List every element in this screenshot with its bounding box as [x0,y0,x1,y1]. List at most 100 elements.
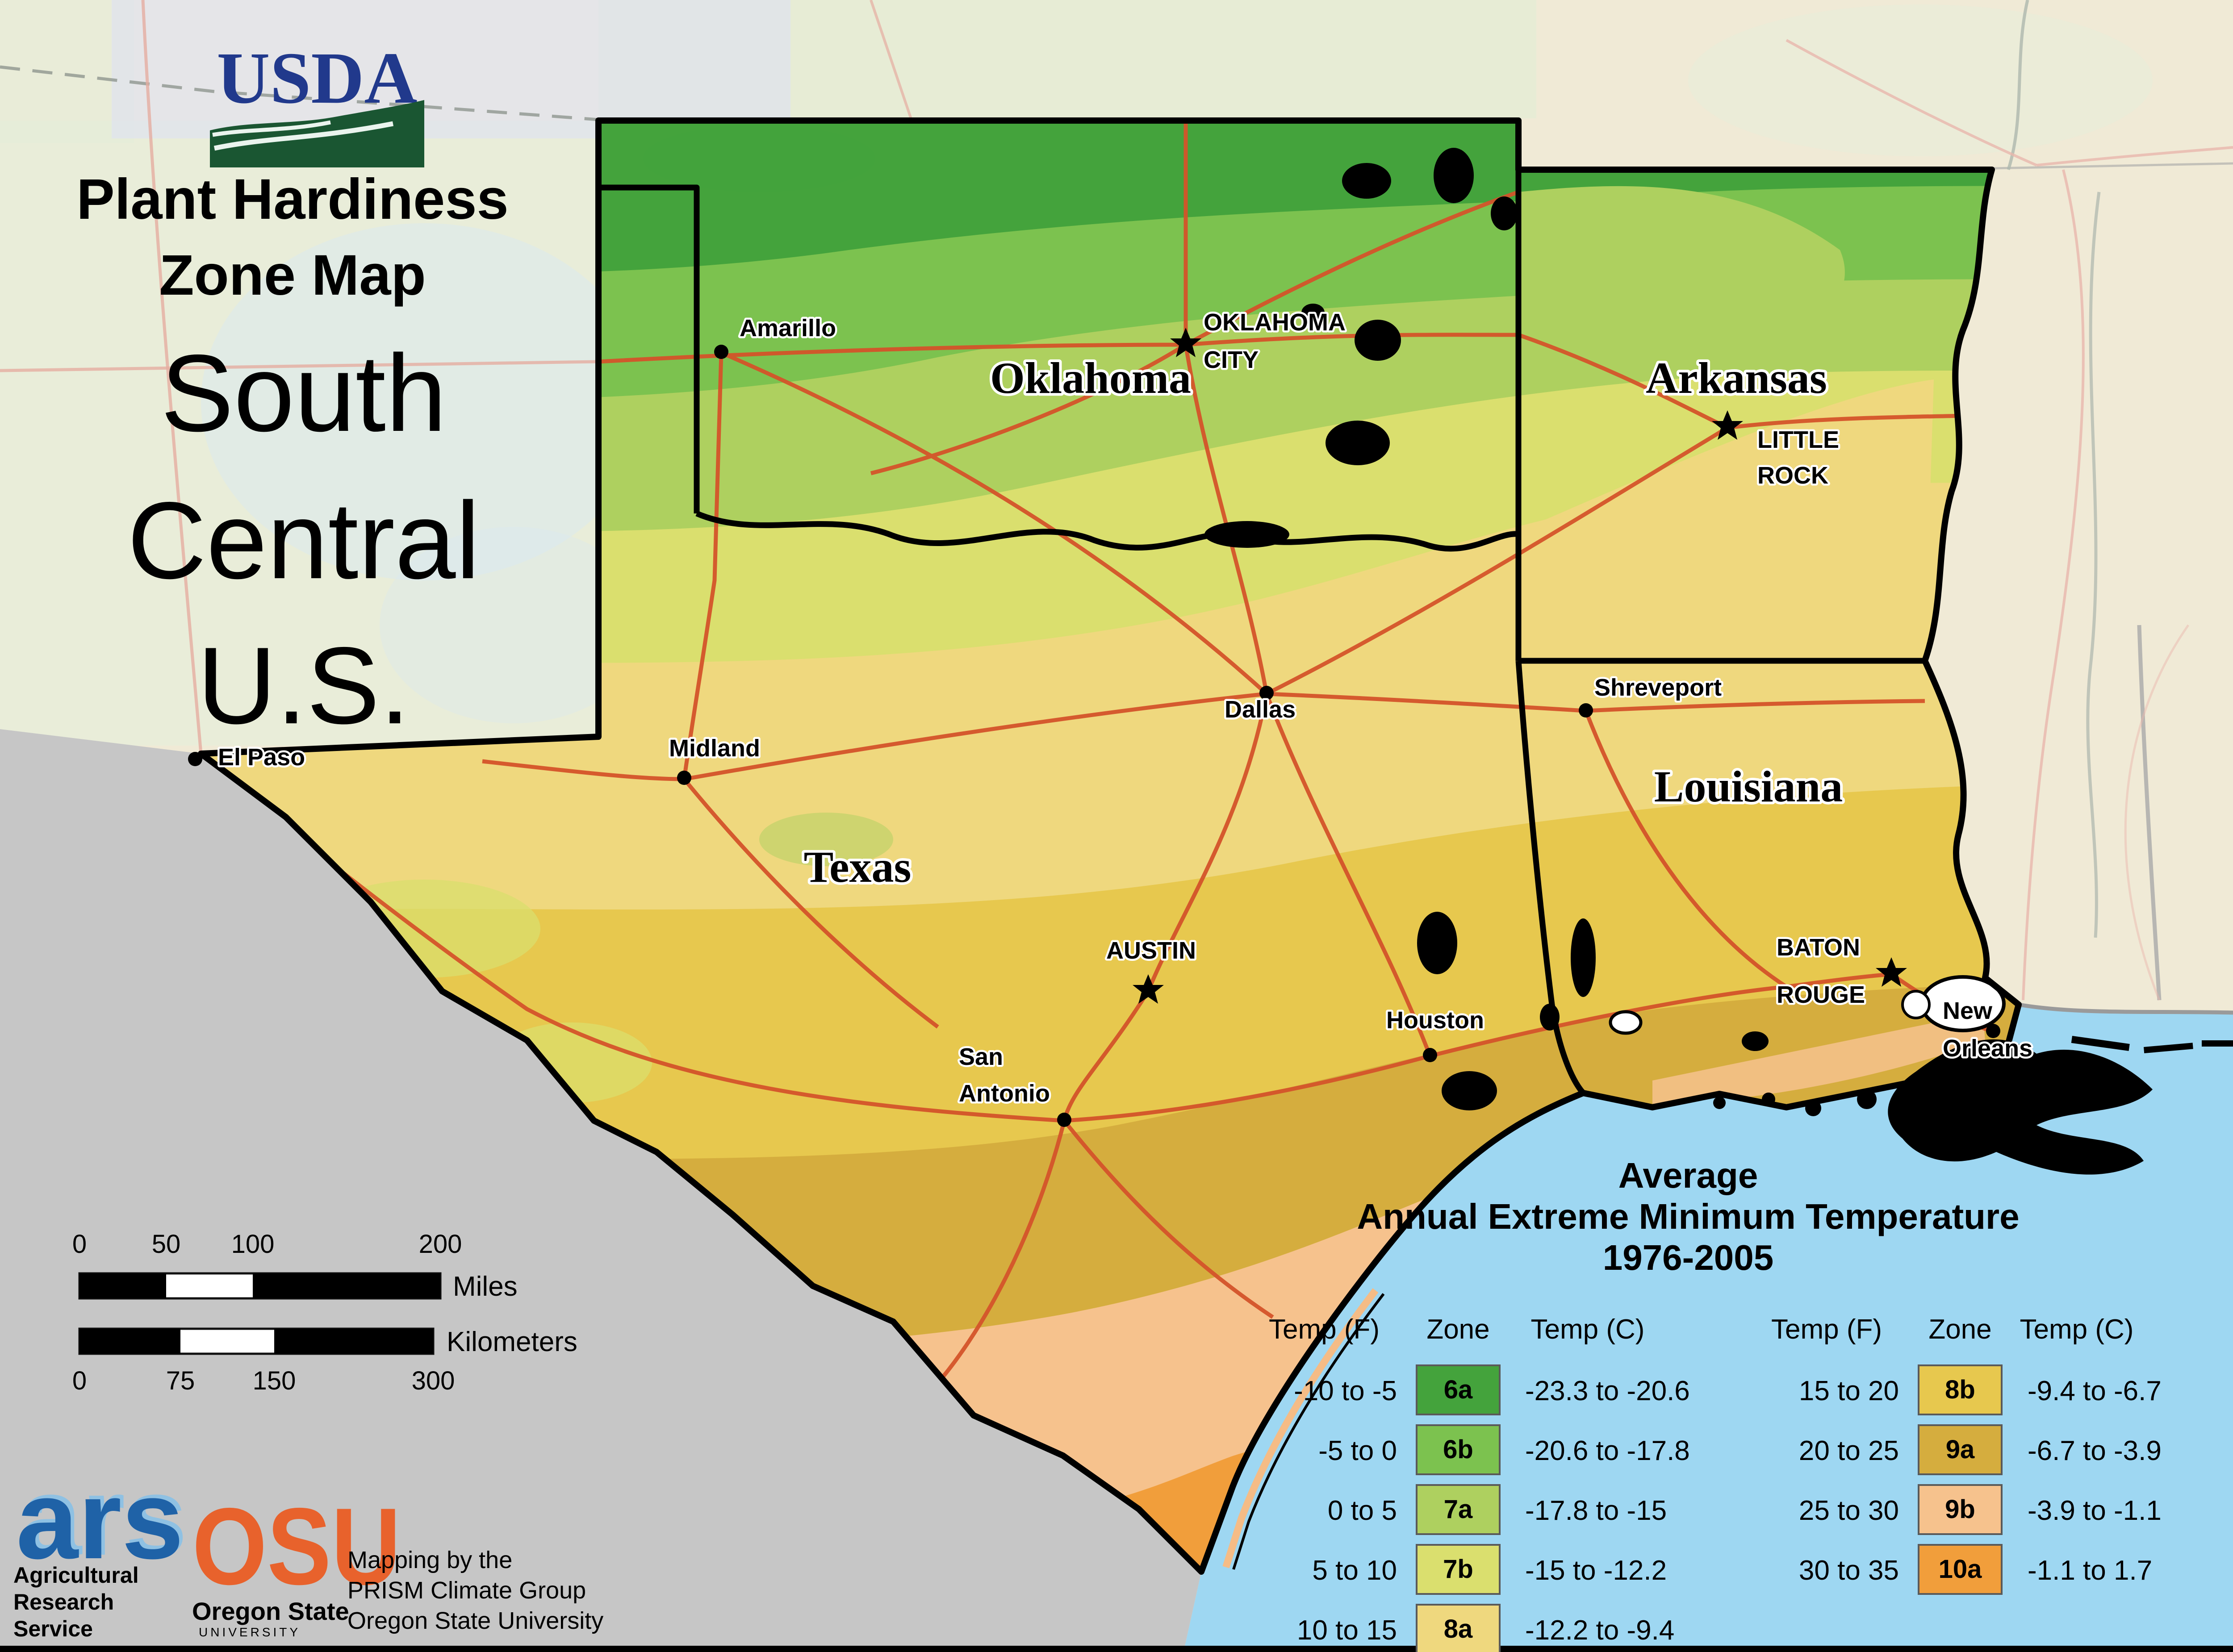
city-dot-icon [1423,1048,1437,1062]
miles-tick: 0 [72,1230,87,1259]
sabine-lake [1609,1010,1643,1035]
city-dot-icon [677,771,691,785]
legend-row-8a: 10 to 15 8a -12.2 to -9.4 [1297,1604,1674,1652]
city-new-orleans: New Orleans [1941,996,2035,1064]
ars-caption-line: Service [13,1616,93,1641]
city-dot-icon [714,345,728,359]
faint-state-border [0,65,599,121]
legend-zone-label: 7a [1444,1495,1473,1524]
legend-zone-label: 9a [1946,1435,1975,1464]
legend-chip-8a [1416,1604,1501,1652]
city-label-new-orleans: New [1943,997,1993,1024]
road-i37 [1062,1119,1274,1319]
city-dot-icon [188,752,202,766]
river-outside-2 [2086,192,2101,938]
legend-row-7b: 5 to 10 7b -15 to -12.2 [1312,1544,1667,1595]
kilometers-tick: 300 [412,1366,455,1395]
legend-chip-6a [1416,1364,1501,1415]
road-i44 [1184,190,1519,346]
city-label-baton-rouge: BATON [1777,934,1860,961]
city-little-rock: LITTLE ROCK [1712,410,1841,491]
state-labels: Oklahoma Arkansas Texas Louisiana [801,350,1846,894]
usda-logo: USDA [210,37,424,167]
legend-zone-label: 10a [1939,1555,1982,1584]
road-ok [870,343,1187,476]
legend-temp-f: 0 to 5 [1328,1495,1397,1526]
state-label-louisiana: Louisiana [1654,762,1843,811]
road-us287 [720,350,1268,696]
capital-star-icon [1712,410,1743,440]
capital-star-icon [1170,328,1201,357]
legend-col-header: Temp (F) [1771,1314,1882,1345]
city-shreveport: Shreveport [1579,672,1724,718]
legend-zone-label: 6a [1444,1375,1473,1404]
legend-col-header: Zone [1928,1314,1991,1345]
legend-zone-label: 6b [1443,1435,1473,1464]
legend-chip-10a [1918,1544,2003,1595]
kilometers-tick: 75 [166,1366,195,1395]
city-label-amarillo: Amarillo [740,315,836,342]
legend-temp-c: -12.2 to -9.4 [1525,1615,1674,1646]
city-label-el-paso: El Paso [218,744,305,771]
legend-temp-c: -20.6 to -17.8 [1525,1435,1690,1466]
lake-pontchartrain [1609,975,2006,1035]
miles-tick: 50 [152,1230,181,1259]
city-baton-rouge: BATON ROUGE [1775,932,1907,1010]
region-title-south: South [161,332,447,454]
kilometers-tick: 150 [253,1366,296,1395]
legend-row-10a: 30 to 35 10a -1.1 to 1.7 [1799,1544,2152,1595]
kilometers-bar [78,1327,435,1355]
city-amarillo: Amarillo [714,313,838,359]
legend-title-line: Average [1618,1156,1758,1195]
road-i49 [1584,710,1788,989]
legend-temp-f: 25 to 30 [1799,1495,1899,1526]
city-dallas: Dallas [1223,686,1298,725]
highways [201,121,1994,1395]
kilometers-tick: 0 [72,1366,87,1395]
osu-caption-2: UNIVERSITY [199,1625,301,1639]
ars-caption-line: Agricultural [13,1563,139,1588]
state-borders [598,170,1925,1095]
city-label-houston: Houston [1386,1007,1484,1034]
legend-chip-9a [1918,1424,2003,1475]
galveston-bay [1442,1071,1497,1110]
legend-row-8b: 15 to 20 8b -9.4 to -6.7 [1799,1364,2162,1415]
legend-col-header: Zone [1426,1314,1489,1345]
legend-temp-c: -23.3 to -20.6 [1525,1376,1690,1406]
miles-bar [78,1272,442,1300]
legend-temp-c: -15 to -12.2 [1525,1555,1667,1586]
program-title-line1: Plant Hardiness [76,167,508,231]
legend-row-9a: 20 to 25 9a -6.7 to -3.9 [1799,1424,2162,1475]
title-block: Plant Hardiness Zone Map South Central U… [76,167,508,747]
mapping-credit-line: Mapping by the [347,1547,512,1573]
city-markers-and-labels: Amarillo OKLAHOMA CITY LITTLE ROCK Dallas Shre… [188,307,2035,1127]
miles-tick: 200 [419,1230,462,1259]
ars-caption-line: Research [13,1589,114,1614]
usda-logo-text: USDA [217,37,417,119]
missouri-tint [1688,4,2153,156]
scale-bar-ticks: 0 50 100 200 0 75 150 300 Miles Kilometers [72,1230,577,1395]
city-label-san-antonio: Antonio [959,1080,1050,1107]
legend-chip-7b [1416,1544,1501,1595]
city-label-little-rock: ROCK [1757,462,1828,489]
city-label-oklahoma-city: OKLAHOMA [1204,309,1346,336]
state-label-oklahoma: Oklahoma [990,353,1191,403]
legend-temp-f: -10 to -5 [1294,1376,1397,1406]
road-i30 [1265,426,1729,696]
legend-chip-7a [1416,1484,1501,1535]
new-mexico-area [0,121,598,746]
mapping-credit-line: PRISM Climate Group [347,1577,586,1604]
ms-al-border [2137,625,2162,1001]
road-i27 [682,352,939,1029]
legend-zone-label: 7b [1443,1555,1473,1584]
capital-star-icon [1876,957,1907,987]
legend-zone-label: 8a [1444,1614,1473,1644]
legend-temp-c: -9.4 to -6.7 [2028,1376,2162,1406]
miles-unit-label: Miles [453,1271,518,1302]
city-label-dallas: Dallas [1225,696,1296,723]
ars-logo-shadow: ars [20,1454,187,1578]
texas-barrier-islands [1222,1288,1385,1570]
city-label-baton-rouge: ROUGE [1777,981,1865,1008]
legend-temp-c: -6.7 to -3.9 [2028,1435,2162,1466]
